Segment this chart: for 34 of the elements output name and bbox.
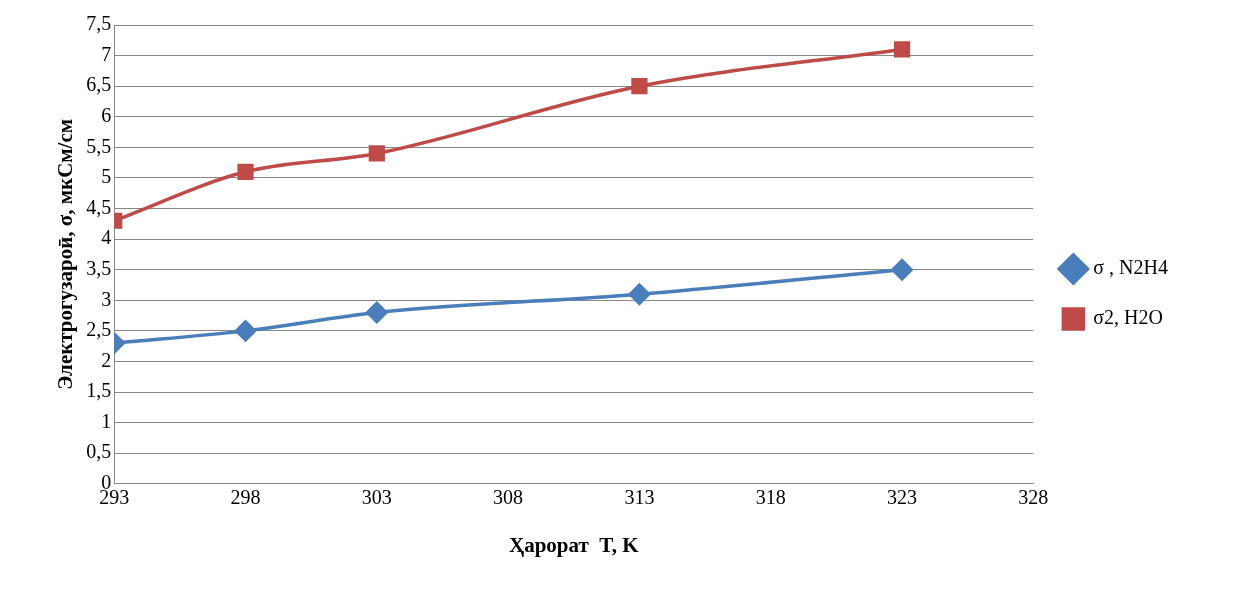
y-tick-label: 0,5 [86,440,112,463]
y-tick-label: 5 [101,165,112,188]
legend-label: σ2, H2O [1093,306,1163,329]
x-tick-label: 298 [230,486,261,509]
y-tick-label: 4,5 [86,195,112,218]
y-tick-label: 2,5 [86,318,112,341]
y-tick-label: 6,5 [86,73,112,96]
x-tick-label: 303 [361,486,392,509]
point [368,145,385,162]
y-tick-label: 2 [101,348,112,371]
y-tick-label: 3,5 [86,256,112,279]
x-tick-label: 318 [755,486,786,509]
y-axis-title: Электрогузароӣ, σ, мкСм/см [53,118,78,390]
point [631,78,648,95]
point [234,320,257,342]
x-axis-title: Ҳарорат T, K [508,532,640,557]
x-tick-label: 313 [624,486,655,509]
legend-label: σ , N2H4 [1093,256,1168,279]
point [893,41,911,58]
point [891,258,913,281]
x-tick-label: 328 [1018,486,1049,509]
y-tick-label: 6 [101,104,112,127]
y-tick-label: 5,5 [86,134,112,157]
x-tick-label: 308 [493,486,524,509]
point [628,283,651,305]
point [237,163,254,180]
point [366,301,388,324]
y-tick-label: 4 [101,226,112,249]
y-tick-label: 7,5 [86,12,112,35]
y-tick-label: 1,5 [86,379,112,402]
x-tick-label: 323 [887,486,918,509]
y-tick-label: 7 [101,42,112,65]
y-tick-label: 3 [101,287,112,310]
y-tick-label: 1 [101,409,112,432]
